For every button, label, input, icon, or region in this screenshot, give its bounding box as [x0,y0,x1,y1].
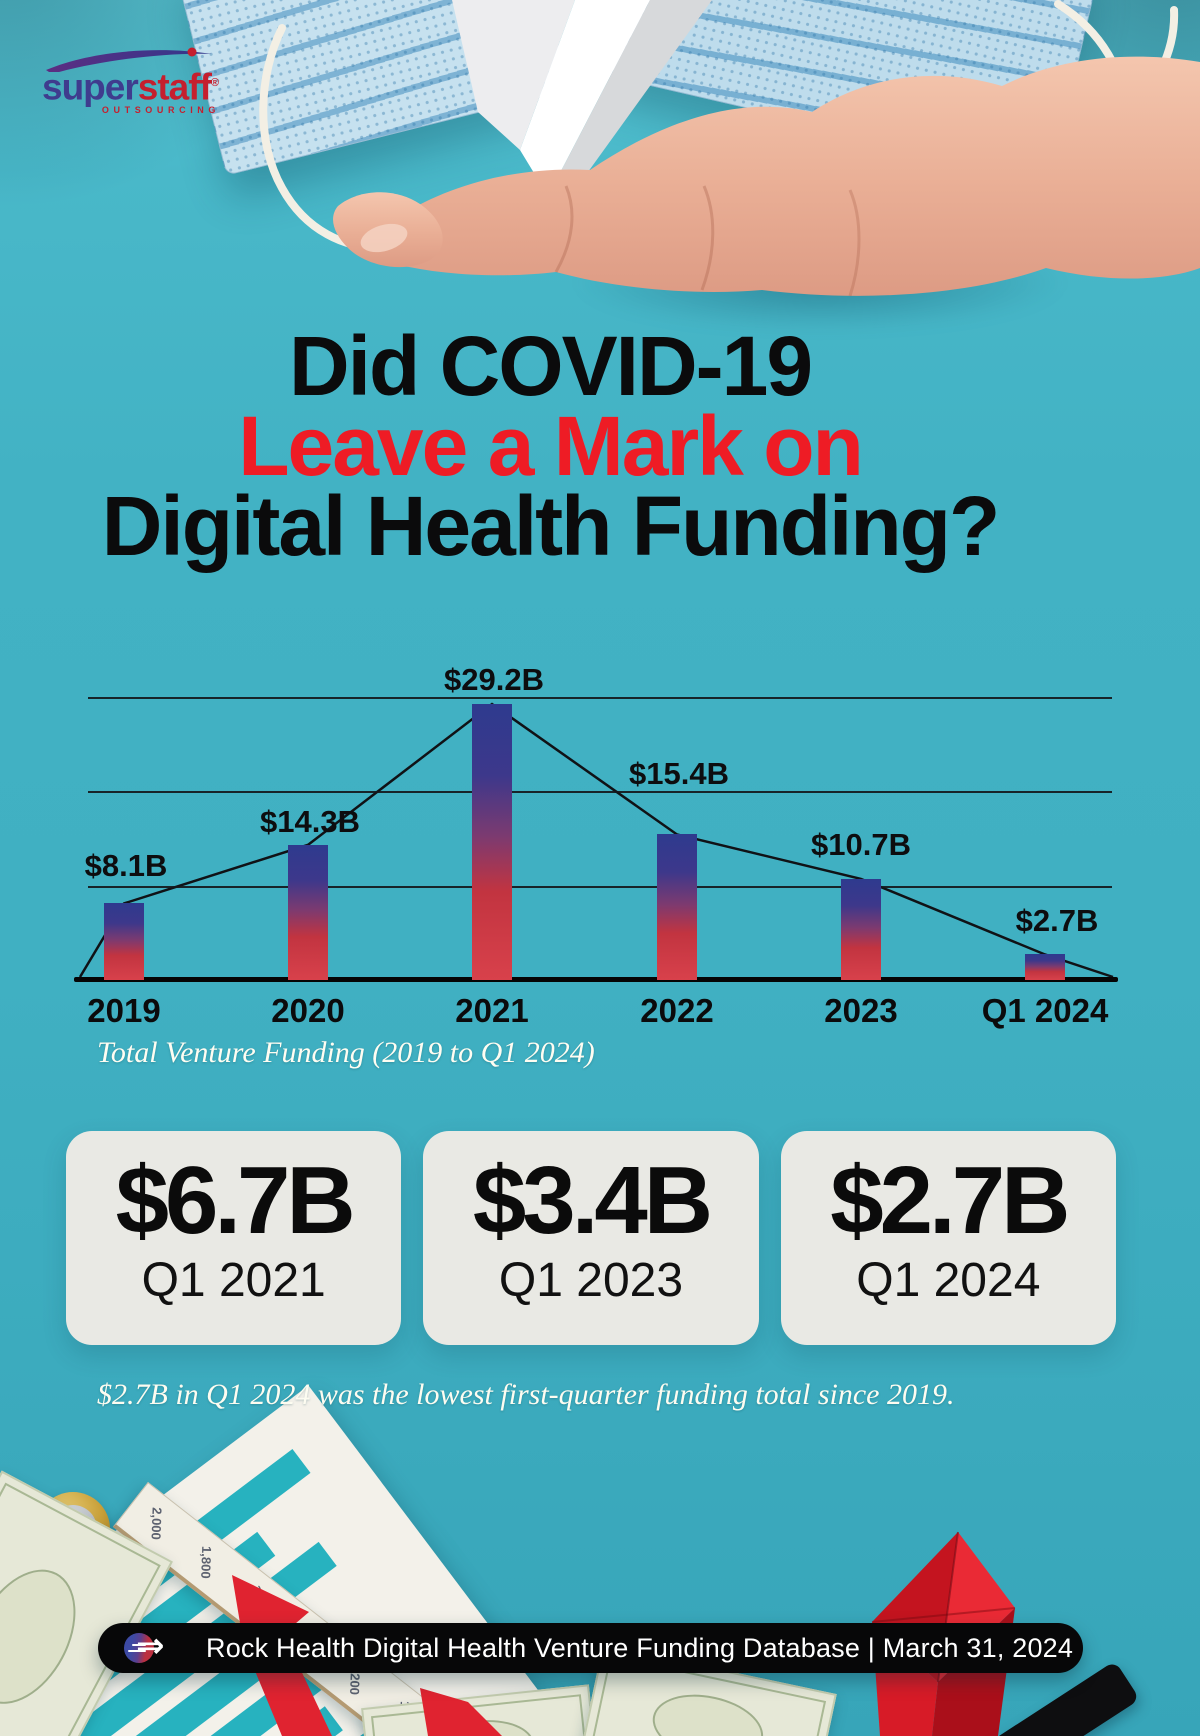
bottom-art-shapes [232,1531,1016,1736]
card-value: $2.7B [830,1147,1070,1254]
folded-paper-photo [452,0,712,208]
x-axis-line [74,977,1118,982]
x-axis-label: 2022 [640,992,714,1029]
bar-value-label: $2.7B [1015,903,1099,938]
open-hand-photo [333,56,1200,297]
bar-2023 [841,878,881,980]
card-period: Q1 2023 [498,1254,684,1307]
highlight-cards: $6.7B Q1 2021 $3.4B Q1 2023 $2.7B Q1 202… [66,1131,1116,1345]
superstaff-logo: superstaff® OUTSOURCING [42,46,232,115]
gridline [88,791,1112,793]
logo-text-staff: staff [137,66,212,108]
source-pill: ⇒ Rock Health Digital Health Venture Fun… [98,1623,1083,1673]
top-photo-collage [259,0,1200,297]
x-axis-label: 2023 [824,992,898,1029]
speed-line [132,1644,146,1646]
footnote: $2.7B in Q1 2024 was the lowest first-qu… [97,1378,955,1411]
gridline [88,885,1112,888]
x-axis-label: 2020 [271,992,345,1029]
title-line-2: Leave a Mark on [238,399,864,493]
speed-line [128,1650,146,1652]
logo-tagline: OUTSOURCING [101,105,220,116]
bar-2019 [104,903,144,980]
title-line-1: Did COVID-19 [288,319,813,413]
arrow-icon: ⇒ [136,1626,165,1666]
sphere-icon [124,1633,154,1663]
card-period: Q1 2024 [856,1254,1041,1307]
bar-2022 [657,834,697,980]
logo-swoosh-icon [46,47,212,72]
registered-mark: ® [210,77,219,89]
x-axis-label: Q1 2024 [981,992,1109,1029]
x-axis-label: 2021 [455,992,529,1029]
bar-2021 [472,704,512,980]
source-text: Rock Health Digital Health Venture Fundi… [206,1632,1074,1663]
x-axis-label: 2019 [87,992,161,1029]
card-value: $3.4B [472,1147,713,1254]
bar-value-label: $14.3B [260,804,360,839]
sphere-arrow-icon: ⇒ [124,1626,188,1666]
bar-value-label: $29.2B [444,662,544,697]
bar-value-label: $15.4B [629,756,729,791]
card-q1-2023: $3.4B Q1 2023 [423,1131,759,1345]
bar-value-label: $10.7B [811,827,911,862]
logo-wordmark: superstaff® [42,66,232,108]
card-value: $6.7B [115,1147,356,1254]
page-title: Did COVID-19 Leave a Mark on Digital Hea… [0,319,1100,573]
bar-value-label: $8.1B [84,848,168,883]
thumb-nail [360,223,408,253]
card-q1-2021: $6.7B Q1 2021 [66,1131,402,1345]
gridline [88,696,1112,699]
logo-text-super: super [42,66,139,108]
chart-caption: Total Venture Funding (2019 to Q1 2024) [97,1036,595,1069]
bar-2020 [288,844,328,980]
card-period: Q1 2021 [141,1254,326,1307]
card-q1-2024: $2.7B Q1 2024 [780,1131,1116,1345]
bar-Q1 2024 [1025,954,1065,980]
title-line-3: Digital Health Funding? [101,479,1001,573]
